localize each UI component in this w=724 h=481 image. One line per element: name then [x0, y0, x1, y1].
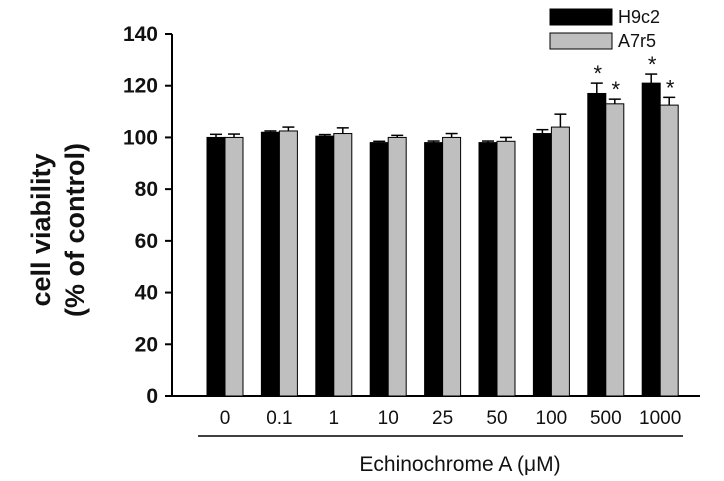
significance-marker: *: [594, 61, 603, 86]
legend-swatch-h9c2: [549, 8, 613, 26]
x-tick-label: 10: [378, 408, 399, 429]
y-axis-title-line-1: cell viability: [26, 153, 56, 306]
bar-h9c2-1: [315, 135, 335, 397]
bars: [206, 82, 679, 397]
y-tick-label: 40: [135, 282, 158, 305]
y-tick-label: 0: [146, 385, 158, 408]
bar-h9c2-50: [478, 142, 498, 397]
bar-h9c2-25: [424, 142, 444, 397]
x-tick-labels: 0 0.1 1 10 25 50 100 500 1000: [220, 408, 682, 429]
error-bars: [210, 73, 676, 143]
bar-a7r5-500: [605, 103, 625, 397]
bar-h9c2-100: [532, 133, 552, 397]
bar-a7r5-100: [550, 126, 570, 397]
bar-h9c2-10: [369, 142, 389, 397]
significance-marker: *: [666, 75, 675, 100]
y-axis-title-line-2: (% of control): [60, 143, 90, 317]
y-tick-labels: 0 20 40 60 80 100 120 140: [123, 23, 158, 408]
legend-label-h9c2: H9c2: [618, 7, 660, 27]
bar-a7r5-50: [496, 140, 516, 397]
significance-markers: * * * *: [594, 52, 675, 102]
y-tick-label: 20: [135, 333, 158, 356]
bar-h9c2-0.1: [260, 131, 280, 397]
bar-h9c2-1000: [641, 82, 661, 397]
x-tick-label: 1000: [639, 408, 681, 429]
bar-a7r5-1000: [659, 104, 679, 397]
x-tick-label: 25: [432, 408, 453, 429]
x-tick-label: 500: [590, 408, 622, 429]
bar-a7r5-0: [224, 136, 244, 397]
significance-marker: *: [648, 52, 657, 77]
bar-a7r5-1: [333, 133, 353, 397]
bar-h9c2-0: [206, 136, 226, 397]
x-axis-title: Echinochrome A (μM): [359, 453, 560, 476]
legend-label-a7r5: A7r5: [618, 31, 656, 51]
bar-a7r5-10: [387, 136, 407, 397]
bar-a7r5-0.1: [278, 130, 298, 397]
y-tick-label: 60: [135, 230, 158, 253]
legend: H9c2 A7r5: [549, 7, 660, 51]
y-tick-label: 140: [123, 23, 158, 46]
y-tick-label: 100: [123, 126, 158, 149]
significance-marker: *: [612, 77, 621, 102]
bar-a7r5-25: [442, 136, 462, 397]
y-axis-title: cell viability (% of control): [26, 143, 90, 317]
x-tick-label: 100: [536, 408, 568, 429]
y-tick-label: 120: [123, 75, 158, 98]
x-tick-label: 0: [220, 408, 231, 429]
bar-h9c2-500: [587, 92, 607, 397]
legend-swatch-a7r5: [549, 32, 613, 50]
y-tick-label: 80: [135, 178, 158, 201]
x-tick-label: 1: [329, 408, 340, 429]
x-tick-label: 0.1: [266, 408, 292, 429]
x-tick-label: 50: [486, 408, 507, 429]
